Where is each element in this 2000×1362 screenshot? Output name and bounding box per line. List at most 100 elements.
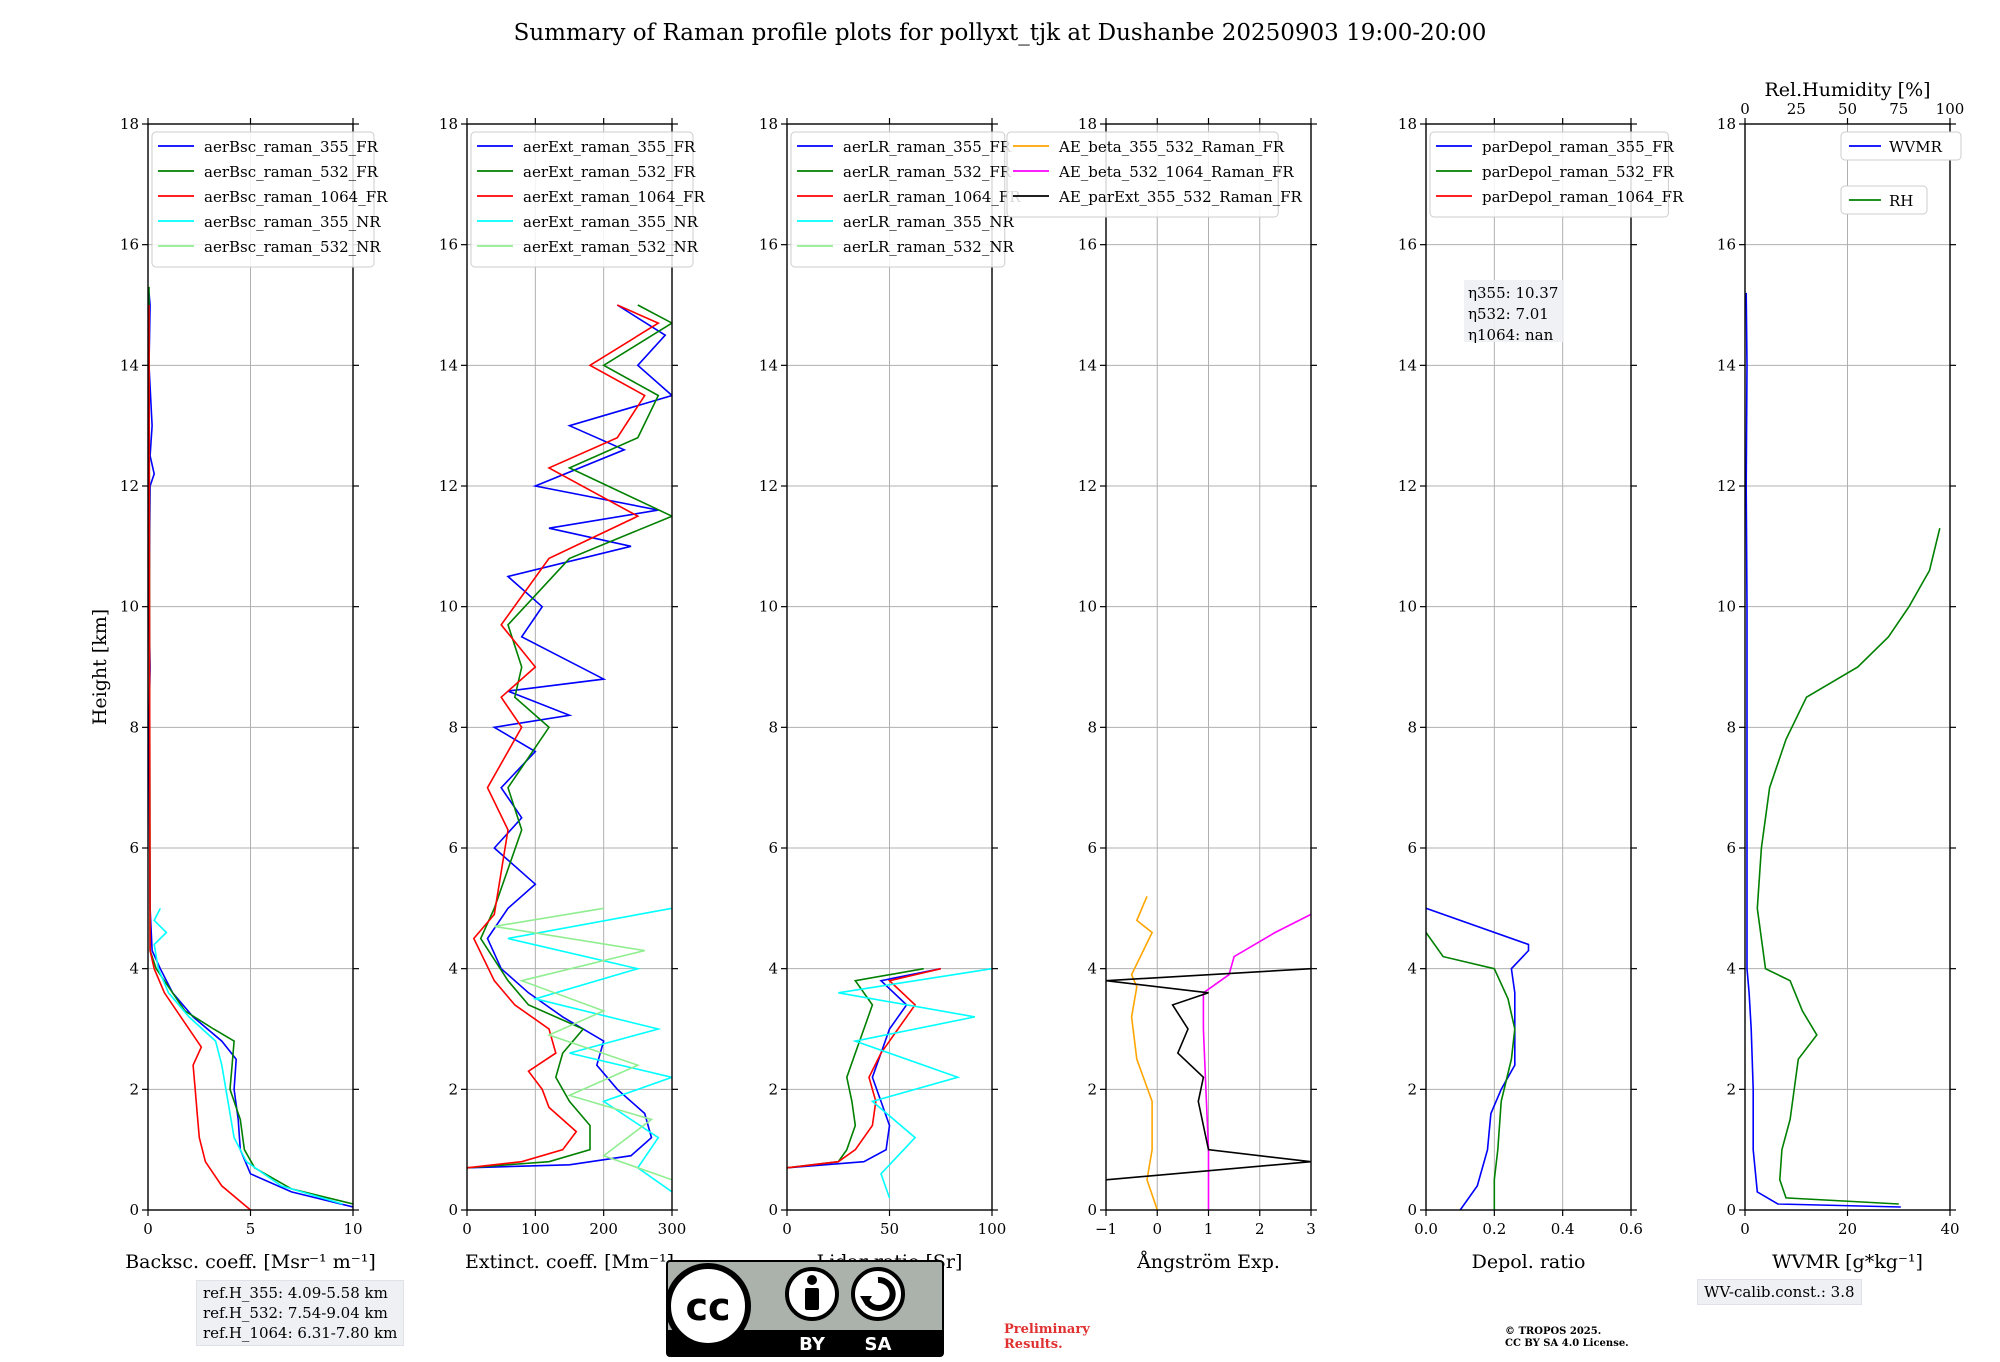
y-tick-label: 18 bbox=[1717, 115, 1736, 133]
series-RH bbox=[1756, 528, 1941, 1205]
x-axis-label: Ångström Exp. bbox=[1136, 1251, 1280, 1273]
x-tick-label: 50 bbox=[880, 1220, 899, 1238]
y-tick-label: 12 bbox=[1398, 477, 1417, 495]
series-parDepol_raman_355_FR bbox=[1426, 907, 1530, 1210]
eta-label: η355: 10.37 bbox=[1468, 284, 1558, 302]
legend-label: aerBsc_raman_532_FR bbox=[204, 163, 379, 181]
figure-title: Summary of Raman profile plots for polly… bbox=[513, 20, 1487, 46]
y-tick-label: 6 bbox=[1087, 839, 1097, 857]
legend-box bbox=[1429, 131, 1669, 218]
y-tick-label: 8 bbox=[768, 718, 778, 736]
eta-label: η532: 7.01 bbox=[1468, 305, 1549, 323]
legend-label: aerExt_raman_1064_FR bbox=[523, 188, 705, 206]
x-tick-label: 20 bbox=[1838, 1220, 1857, 1238]
y-tick-label: 0 bbox=[1087, 1201, 1097, 1219]
y-tick-label: 2 bbox=[448, 1080, 458, 1098]
legend-label: WVMR bbox=[1889, 138, 1943, 156]
y-tick-label: 12 bbox=[120, 477, 139, 495]
panel-bsc: 0 2 4 6 8 10 12 14 16 18 0 5 10 Backsc. coeff. [Msr⁻¹… bbox=[120, 115, 388, 1273]
y-tick-label: 8 bbox=[129, 718, 139, 736]
ref-h-532: ref.H_532: 7.54-9.04 km bbox=[203, 1304, 388, 1322]
y-tick-label: 8 bbox=[1726, 718, 1736, 736]
panel-depol: 0 2 4 6 8 10 12 14 16 18 0.0 0.2 0.4 0.6 Depol. ratio p… bbox=[1398, 115, 1684, 1273]
x2-tick-label: 100 bbox=[1936, 100, 1965, 118]
panel-ext: 0 2 4 6 8 10 12 14 16 18 0 100 200 300 Extinct. coeff.… bbox=[439, 115, 706, 1273]
y-axis-label: Height [km] bbox=[89, 609, 111, 725]
legend-box bbox=[1006, 131, 1279, 218]
y-tick-label: 2 bbox=[1087, 1080, 1097, 1098]
x-tick-label: 0.0 bbox=[1414, 1220, 1438, 1238]
series-aerExt_raman_532_NR bbox=[494, 907, 672, 1181]
legend-box bbox=[1840, 185, 1928, 215]
y-tick-label: 6 bbox=[1726, 839, 1736, 857]
x2-tick-label: 25 bbox=[1787, 100, 1806, 118]
series-aerLR_raman_355_FR bbox=[787, 967, 941, 1169]
legend-label: aerLR_raman_355_FR bbox=[843, 138, 1012, 156]
x-tick-label: 0.6 bbox=[1619, 1220, 1643, 1238]
y-tick-label: 10 bbox=[1078, 598, 1097, 616]
x-tick-label: 0 bbox=[1152, 1220, 1162, 1238]
svg-text:cc: cc bbox=[685, 1285, 730, 1329]
y-tick-label: 8 bbox=[1087, 718, 1097, 736]
x-tick-label: 100 bbox=[978, 1220, 1007, 1238]
series-AE_parExt_355_532_Raman_FR bbox=[1106, 967, 1311, 1181]
y-tick-label: 12 bbox=[759, 477, 778, 495]
x-axis-label: Extinct. coeff. [Mm⁻¹] bbox=[465, 1251, 674, 1273]
y-tick-label: 6 bbox=[129, 839, 139, 857]
legend-label: aerExt_raman_355_NR bbox=[523, 213, 699, 231]
x-tick-label: 40 bbox=[1940, 1220, 1959, 1238]
y-tick-label: 16 bbox=[1717, 236, 1736, 254]
preliminary-line-2: Results. bbox=[1004, 1337, 1063, 1352]
legend-label: aerLR_raman_1064_FR bbox=[843, 188, 1021, 206]
x-tick-label: 0 bbox=[782, 1220, 792, 1238]
y-tick-label: 0 bbox=[129, 1201, 139, 1219]
y-tick-label: 14 bbox=[120, 356, 139, 374]
y-tick-label: 10 bbox=[1717, 598, 1736, 616]
y-tick-label: 6 bbox=[448, 839, 458, 857]
plot-frame bbox=[1744, 123, 1951, 1211]
ref-h-1064: ref.H_1064: 6.31-7.80 km bbox=[203, 1324, 398, 1342]
y-tick-label: 4 bbox=[1407, 960, 1417, 978]
copyright-line-2: CC BY SA 4.0 License. bbox=[1505, 1338, 1629, 1349]
y-tick-label: 6 bbox=[1407, 839, 1417, 857]
series-aerBsc_raman_355_FR bbox=[148, 292, 353, 1208]
x-tick-label: 5 bbox=[246, 1220, 256, 1238]
panel-lr: 024681012141618050100Lidar ratio [Sr]aer… bbox=[759, 115, 1021, 1273]
y-tick-label: 12 bbox=[439, 477, 458, 495]
legend-label: parDepol_raman_1064_FR bbox=[1482, 188, 1684, 206]
legend-label: aerLR_raman_532_NR bbox=[843, 238, 1014, 256]
x-tick-label: 3 bbox=[1306, 1220, 1316, 1238]
x-tick-label: 200 bbox=[589, 1220, 618, 1238]
x-tick-label: 300 bbox=[658, 1220, 687, 1238]
y-tick-label: 16 bbox=[1078, 236, 1097, 254]
legend-label: AE_parExt_355_532_Raman_FR bbox=[1058, 188, 1303, 206]
preliminary-note: Preliminary Results. bbox=[1004, 1322, 1090, 1352]
y-tick-label: 2 bbox=[768, 1080, 778, 1098]
x2-axis-label: Rel.Humidity [%] bbox=[1764, 79, 1930, 101]
copyright-line-1: © TROPOS 2025. bbox=[1505, 1326, 1602, 1337]
series-aerBsc_raman_1064_FR bbox=[148, 304, 252, 1210]
legend-label: AE_beta_532_1064_Raman_FR bbox=[1058, 163, 1294, 181]
series-WVMR bbox=[1745, 292, 1901, 1208]
x2-tick-label: 75 bbox=[1889, 100, 1908, 118]
y-tick-label: 18 bbox=[439, 115, 458, 133]
legend-label: parDepol_raman_355_FR bbox=[1482, 138, 1675, 156]
x-tick-label: 0 bbox=[462, 1220, 472, 1238]
plot-frame bbox=[466, 123, 673, 1211]
y-tick-label: 4 bbox=[1087, 960, 1097, 978]
y-tick-label: 16 bbox=[120, 236, 139, 254]
legend-label: aerBsc_raman_532_NR bbox=[204, 238, 381, 256]
legend-box bbox=[151, 131, 375, 268]
y-tick-label: 0 bbox=[768, 1201, 778, 1219]
cc-sa-label: SA bbox=[865, 1334, 892, 1355]
x2-tick-label: 50 bbox=[1838, 100, 1857, 118]
copyright-note: © TROPOS 2025. CC BY SA 4.0 License. bbox=[1505, 1326, 1629, 1350]
legend-label: aerBsc_raman_355_FR bbox=[204, 138, 379, 156]
legend-label: aerBsc_raman_1064_FR bbox=[204, 188, 388, 206]
x-tick-label: 0 bbox=[143, 1220, 153, 1238]
legend-label: aerExt_raman_532_NR bbox=[523, 238, 699, 256]
y-tick-label: 6 bbox=[768, 839, 778, 857]
legend-label: AE_beta_355_532_Raman_FR bbox=[1058, 138, 1285, 156]
y-tick-label: 4 bbox=[448, 960, 458, 978]
